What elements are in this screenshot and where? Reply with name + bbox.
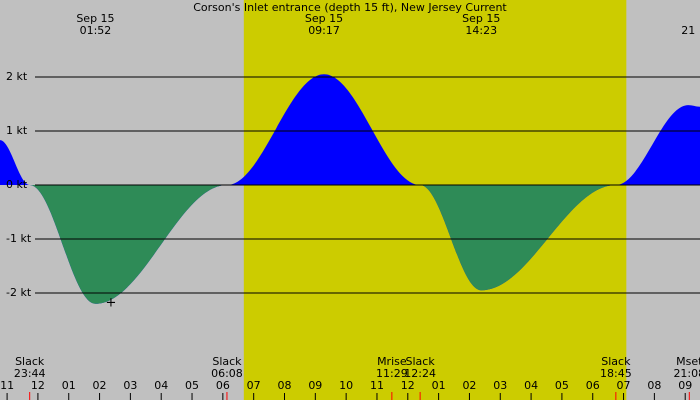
x-tick-label: 11 [370, 379, 384, 392]
current-marker: + [106, 296, 117, 311]
x-tick-label: 06 [216, 379, 230, 392]
y-tick-label: 0 kt [6, 178, 28, 191]
event-label: Slack [15, 355, 45, 368]
x-tick-label: 12 [31, 379, 45, 392]
x-tick-label: 06 [586, 379, 600, 392]
y-tick-label: 2 kt [6, 70, 28, 83]
x-tick-label: 11 [0, 379, 14, 392]
top-date: Sep 15 [305, 12, 343, 25]
event-label: Mrise [377, 355, 407, 368]
x-tick-label: 02 [93, 379, 107, 392]
x-tick-label: 03 [493, 379, 507, 392]
top-time: 14:23 [465, 24, 497, 37]
top-time: 21 [681, 24, 695, 37]
x-tick-label: 05 [555, 379, 569, 392]
event-time: 18:45 [600, 367, 632, 380]
event-time: 11:29 [376, 367, 408, 380]
x-tick-label: 07 [247, 379, 261, 392]
x-tick-label: 04 [524, 379, 538, 392]
y-tick-label: 1 kt [6, 124, 28, 137]
x-tick-label: 04 [154, 379, 168, 392]
event-time: 12:24 [404, 367, 436, 380]
x-tick-label: 02 [462, 379, 476, 392]
x-tick-label: 03 [123, 379, 137, 392]
event-label: Slack [406, 355, 436, 368]
x-tick-label: 01 [62, 379, 76, 392]
y-tick-label: -1 kt [6, 232, 32, 245]
x-tick-label: 08 [647, 379, 661, 392]
top-time: 09:17 [308, 24, 340, 37]
x-tick-label: 08 [278, 379, 292, 392]
top-time: 01:52 [80, 24, 112, 37]
event-time: 23:44 [14, 367, 46, 380]
x-tick-label: 09 [678, 379, 692, 392]
event-time: 21:08 [673, 367, 700, 380]
x-tick-label: 12 [401, 379, 415, 392]
x-tick-label: 05 [185, 379, 199, 392]
top-date: Sep 15 [462, 12, 500, 25]
x-tick-label: 07 [617, 379, 631, 392]
event-time: 06:08 [211, 367, 243, 380]
x-tick-label: 01 [432, 379, 446, 392]
x-tick-label: 09 [308, 379, 322, 392]
chart-title: Corson's Inlet entrance (depth 15 ft), N… [193, 1, 507, 14]
y-tick-label: -2 kt [6, 286, 32, 299]
event-label: Slack [212, 355, 242, 368]
top-date: Sep 15 [76, 12, 114, 25]
event-label: Mset [676, 355, 700, 368]
event-label: Slack [601, 355, 631, 368]
x-tick-label: 10 [339, 379, 353, 392]
